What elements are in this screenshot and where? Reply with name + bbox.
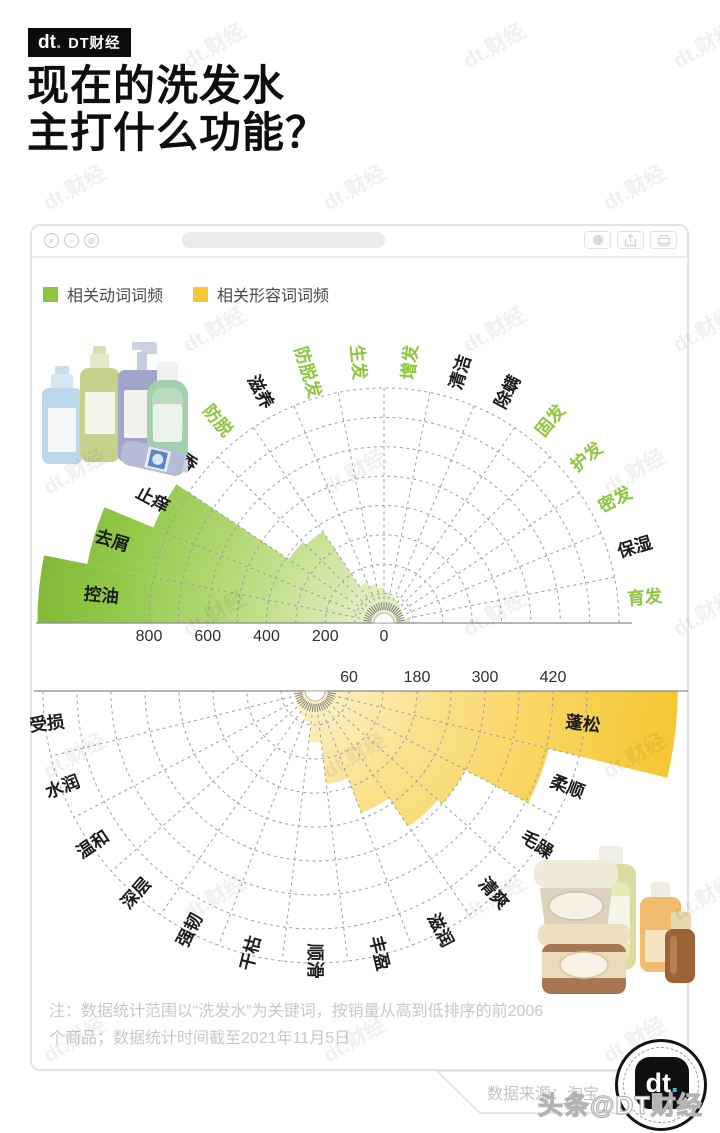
watermark-text: dt.财经: [39, 161, 110, 216]
legend-label: 相关形容词词频: [217, 288, 330, 305]
watermark-text: dt.财经: [319, 161, 390, 216]
dt-logo: dt.: [38, 31, 62, 53]
brand-name: DT财经: [68, 36, 121, 52]
watermark-text: dt.财经: [459, 19, 530, 74]
window-controls: × − ⊘: [44, 233, 99, 248]
legend-item-verbs: 相关动词词频: [43, 282, 163, 306]
window-buttons: [584, 231, 677, 249]
browser-window: × − ⊘ 相关动词词频 相关形容词词频: [30, 224, 689, 1071]
address-bar[interactable]: [182, 232, 385, 248]
account-credit: 头条@DT财经: [537, 1091, 703, 1120]
footnote: 注：数据统计范围以“洗发水”为关键词，按销量从高到低排序的前2006 个商品；数…: [49, 998, 543, 1052]
yellow-swatch-icon: [193, 286, 209, 302]
green-swatch-icon: [43, 286, 58, 302]
close-icon[interactable]: ×: [44, 233, 59, 248]
print-button[interactable]: [650, 231, 677, 249]
page-title: 现在的洗发水 主打什么功能？: [27, 62, 328, 156]
legend-item-adjectives: 相关形容词词频: [193, 282, 329, 306]
block-icon[interactable]: ⊘: [84, 233, 99, 248]
record-icon: [592, 235, 603, 245]
title-line-1: 现在的洗发水: [27, 62, 286, 109]
legend-label: 相关动词词频: [67, 288, 164, 305]
watermark-text: dt.财经: [599, 161, 670, 216]
window-titlebar: × − ⊘: [32, 226, 687, 258]
title-line-2: 主打什么功能？: [27, 109, 329, 156]
share-button[interactable]: [617, 231, 644, 249]
chart-legend: 相关动词词频 相关形容词词频: [43, 282, 329, 306]
printer-icon: [657, 234, 670, 246]
share-icon: [624, 233, 637, 246]
footnote-line-2: 个商品；数据统计时间截至2021年11月5日: [49, 1030, 351, 1047]
watermark-text: dt.财经: [669, 19, 720, 74]
footnote-line-1: 注：数据统计范围以“洗发水”为关键词，按销量从高到低排序的前2006: [49, 1003, 544, 1020]
record-button[interactable]: [584, 231, 611, 249]
brand-badge: dt. DT财经: [28, 28, 131, 57]
minimize-icon[interactable]: −: [64, 233, 79, 248]
